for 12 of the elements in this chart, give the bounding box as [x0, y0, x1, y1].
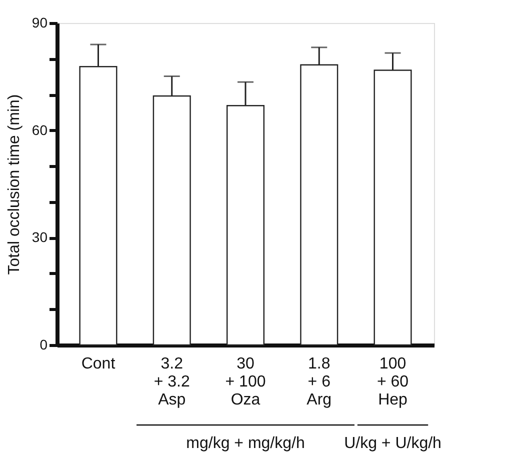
x-tick-label: 3.2 + 3.2 Asp: [154, 356, 190, 408]
text: mg/kg + mg/kg/h: [186, 435, 305, 452]
y-tick-label: 90: [32, 14, 48, 30]
y-tick-label: 60: [32, 122, 48, 138]
y-tick-label: 30: [32, 229, 48, 246]
text: U/kg + U/kg/h: [344, 435, 442, 452]
x-tick-label: 100 + 60 Hep: [376, 356, 409, 408]
x-tick-label: Cont: [81, 356, 116, 372]
x-tick-label: 1.8 + 6 Arg: [306, 356, 332, 408]
y-tick-label: 0: [40, 336, 48, 352]
y-axis-title: Total occlusion time (min): [6, 94, 23, 275]
x-tick-label: 30 + 100 Oza: [225, 356, 266, 408]
